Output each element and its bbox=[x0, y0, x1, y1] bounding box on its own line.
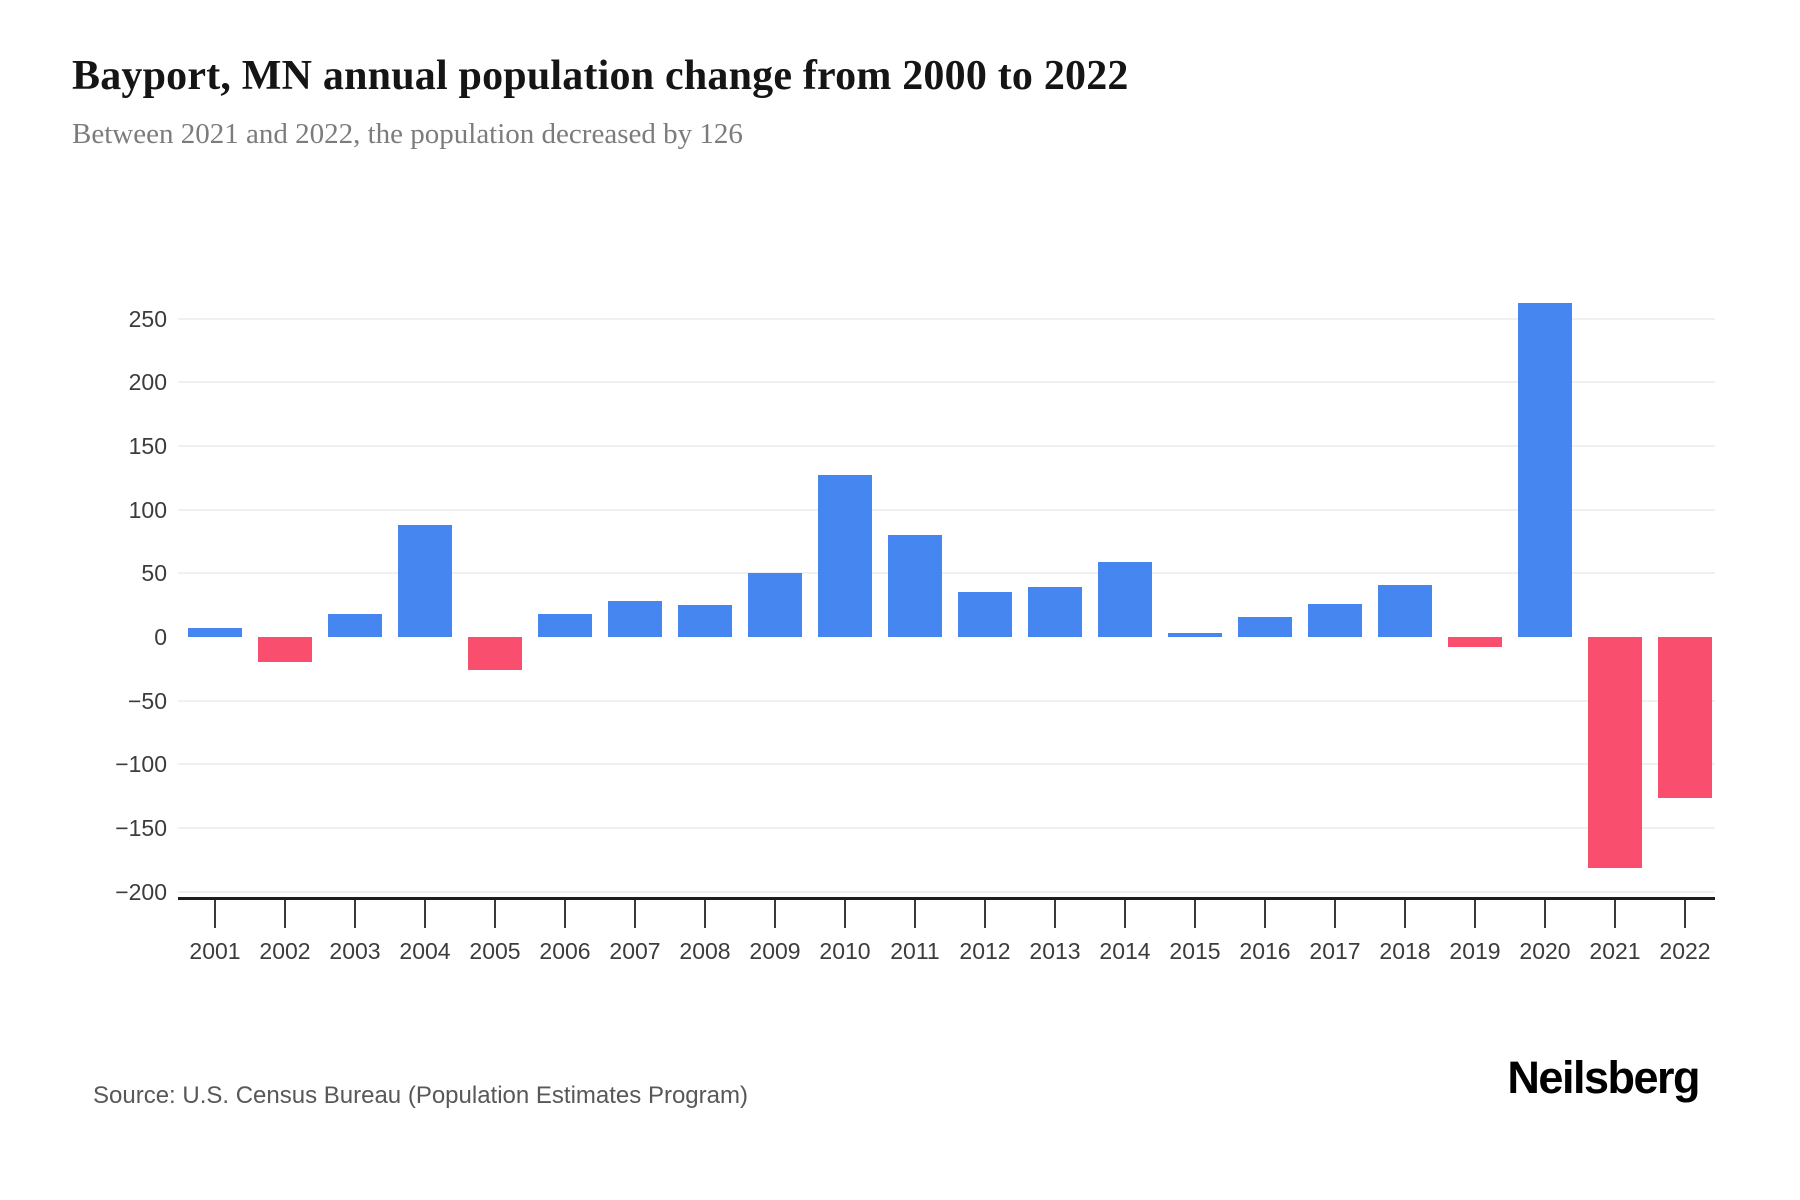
x-axis-label-2004: 2004 bbox=[399, 938, 451, 964]
y-gridline bbox=[178, 699, 1715, 702]
bar-2001[interactable] bbox=[188, 628, 242, 637]
bar-2020[interactable] bbox=[1518, 303, 1572, 637]
y-axis-tick-label: −100 bbox=[115, 751, 167, 778]
page-title: Bayport, MN annual population change fro… bbox=[72, 53, 1129, 99]
x-axis-tick bbox=[424, 900, 426, 928]
bar-2009[interactable] bbox=[748, 573, 802, 637]
bar-2015[interactable] bbox=[1168, 633, 1222, 637]
x-axis-tick bbox=[214, 900, 216, 928]
x-axis-label-2015: 2015 bbox=[1169, 938, 1221, 964]
y-axis-tick-label: −50 bbox=[127, 687, 167, 714]
x-axis-label-2014: 2014 bbox=[1099, 938, 1151, 964]
x-axis-label-2002: 2002 bbox=[259, 938, 311, 964]
bar-2006[interactable] bbox=[538, 614, 592, 637]
x-axis-tick bbox=[774, 900, 776, 928]
bar-2002[interactable] bbox=[258, 637, 312, 663]
x-axis-label-2009: 2009 bbox=[749, 938, 801, 964]
x-axis-label-2021: 2021 bbox=[1589, 938, 1641, 964]
y-axis-tick-label: −150 bbox=[115, 815, 167, 842]
x-axis-tick bbox=[1054, 900, 1056, 928]
x-axis-label-2005: 2005 bbox=[469, 938, 521, 964]
x-axis-tick bbox=[354, 900, 356, 928]
x-axis-label-2018: 2018 bbox=[1379, 938, 1431, 964]
bar-2016[interactable] bbox=[1238, 616, 1292, 637]
y-gridline bbox=[178, 381, 1715, 384]
x-axis-tick bbox=[1544, 900, 1546, 928]
x-axis-tick bbox=[564, 900, 566, 928]
y-axis-tick-label: 0 bbox=[154, 624, 167, 650]
y-gridline bbox=[178, 444, 1715, 447]
y-axis-tick-label: 150 bbox=[128, 432, 167, 459]
source-attribution: Source: U.S. Census Bureau (Population E… bbox=[93, 1082, 748, 1109]
y-axis-tick-label: 250 bbox=[128, 305, 167, 332]
bar-2017[interactable] bbox=[1308, 603, 1362, 637]
x-axis-label-2019: 2019 bbox=[1449, 938, 1501, 964]
bar-2004[interactable] bbox=[398, 524, 452, 637]
y-axis-tick-label: 100 bbox=[128, 496, 167, 523]
y-gridline bbox=[178, 508, 1715, 511]
x-axis-label-2001: 2001 bbox=[189, 938, 241, 964]
x-axis-label-2010: 2010 bbox=[819, 938, 871, 964]
bar-2005[interactable] bbox=[468, 637, 522, 671]
y-axis-tick-label: −200 bbox=[115, 878, 167, 905]
x-axis-tick bbox=[1194, 900, 1196, 928]
x-axis-tick bbox=[634, 900, 636, 928]
x-axis-label-2006: 2006 bbox=[539, 938, 591, 964]
brand-logo: Neilsberg bbox=[1507, 1052, 1700, 1103]
x-axis-label-2016: 2016 bbox=[1239, 938, 1291, 964]
x-axis-tick bbox=[1474, 900, 1476, 928]
x-axis-tick bbox=[914, 900, 916, 928]
x-axis-tick bbox=[1334, 900, 1336, 928]
x-axis-label-2012: 2012 bbox=[959, 938, 1011, 964]
bar-2007[interactable] bbox=[608, 601, 662, 637]
bar-2014[interactable] bbox=[1098, 561, 1152, 637]
page-subtitle: Between 2021 and 2022, the population de… bbox=[72, 118, 743, 150]
bar-2010[interactable] bbox=[818, 475, 872, 637]
bar-2013[interactable] bbox=[1028, 587, 1082, 637]
x-axis-label-2017: 2017 bbox=[1309, 938, 1361, 964]
bar-2012[interactable] bbox=[958, 592, 1012, 637]
x-axis-tick bbox=[284, 900, 286, 928]
x-axis-tick bbox=[494, 900, 496, 928]
bar-2021[interactable] bbox=[1588, 637, 1642, 868]
y-axis-tick-label: 200 bbox=[128, 369, 167, 396]
y-gridline bbox=[178, 890, 1715, 893]
x-axis-line bbox=[178, 897, 1715, 900]
x-axis-tick bbox=[984, 900, 986, 928]
x-axis-tick bbox=[704, 900, 706, 928]
y-axis-tick-label: 50 bbox=[141, 560, 167, 587]
x-axis-label-2020: 2020 bbox=[1519, 938, 1571, 964]
x-axis-label-2011: 2011 bbox=[890, 938, 940, 964]
bar-2008[interactable] bbox=[678, 605, 732, 637]
x-axis-tick bbox=[1264, 900, 1266, 928]
bar-2003[interactable] bbox=[328, 614, 382, 637]
x-axis-tick bbox=[1684, 900, 1686, 928]
x-axis-label-2013: 2013 bbox=[1029, 938, 1081, 964]
bar-2011[interactable] bbox=[888, 535, 942, 637]
y-gridline bbox=[178, 572, 1715, 575]
bar-2018[interactable] bbox=[1378, 584, 1432, 637]
x-axis-tick bbox=[1404, 900, 1406, 928]
x-axis-label-2007: 2007 bbox=[609, 938, 661, 964]
x-axis-tick bbox=[1124, 900, 1126, 928]
x-axis-label-2022: 2022 bbox=[1659, 938, 1711, 964]
bar-2022[interactable] bbox=[1658, 637, 1712, 798]
y-gridline bbox=[178, 763, 1715, 766]
y-gridline bbox=[178, 317, 1715, 320]
x-axis-tick bbox=[844, 900, 846, 928]
x-axis-label-2008: 2008 bbox=[679, 938, 731, 964]
bar-2019[interactable] bbox=[1448, 637, 1502, 648]
y-gridline bbox=[178, 827, 1715, 830]
x-axis-label-2003: 2003 bbox=[329, 938, 381, 964]
x-axis-tick bbox=[1614, 900, 1616, 928]
